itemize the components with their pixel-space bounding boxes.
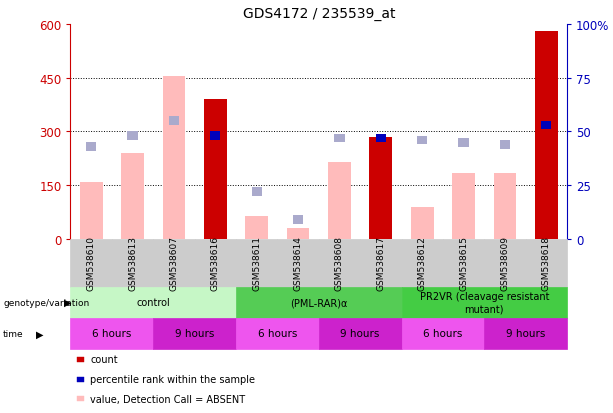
Text: time: time — [3, 329, 24, 338]
Bar — [541, 121, 552, 130]
Text: GSM538608: GSM538608 — [335, 236, 344, 291]
Bar — [459, 139, 469, 147]
Bar — [210, 132, 221, 141]
Bar — [80, 182, 102, 240]
Bar — [293, 216, 303, 225]
Bar — [452, 173, 475, 240]
Bar — [500, 141, 510, 150]
Text: ▶: ▶ — [36, 328, 43, 339]
Text: control: control — [136, 297, 170, 308]
Bar — [86, 143, 96, 152]
Bar — [370, 138, 392, 240]
Text: GSM538607: GSM538607 — [169, 236, 178, 291]
Text: GSM538616: GSM538616 — [211, 236, 220, 291]
Text: GSM538609: GSM538609 — [500, 236, 509, 291]
Bar — [417, 136, 427, 145]
Text: (PML-RAR)α: (PML-RAR)α — [290, 297, 348, 308]
Bar — [411, 207, 433, 240]
Bar — [287, 229, 310, 240]
Text: GSM538613: GSM538613 — [128, 236, 137, 291]
Text: GSM538614: GSM538614 — [294, 236, 303, 291]
Text: GSM538612: GSM538612 — [417, 236, 427, 291]
Text: PR2VR (cleavage resistant
mutant): PR2VR (cleavage resistant mutant) — [419, 292, 549, 313]
Text: 6 hours: 6 hours — [92, 328, 132, 339]
Text: genotype/variation: genotype/variation — [3, 298, 89, 307]
Text: ▶: ▶ — [64, 297, 72, 308]
Text: GSM538610: GSM538610 — [86, 236, 96, 291]
Text: count: count — [90, 354, 118, 364]
Text: GSM538611: GSM538611 — [252, 236, 261, 291]
Bar — [334, 134, 345, 143]
Text: 6 hours: 6 hours — [257, 328, 297, 339]
Text: value, Detection Call = ABSENT: value, Detection Call = ABSENT — [90, 394, 245, 404]
Bar — [128, 132, 138, 141]
Bar — [121, 154, 144, 240]
Bar — [493, 173, 516, 240]
Bar — [251, 188, 262, 197]
Bar — [162, 77, 185, 240]
Text: percentile rank within the sample: percentile rank within the sample — [90, 374, 255, 384]
Bar — [169, 117, 179, 126]
Text: GSM538617: GSM538617 — [376, 236, 386, 291]
Text: 9 hours: 9 hours — [175, 328, 215, 339]
Text: GSM538615: GSM538615 — [459, 236, 468, 291]
Bar — [328, 163, 351, 240]
Text: 9 hours: 9 hours — [506, 328, 546, 339]
Bar — [204, 100, 227, 240]
Text: GSM538618: GSM538618 — [542, 236, 551, 291]
Bar — [376, 134, 386, 143]
Bar — [535, 32, 558, 240]
Title: GDS4172 / 235539_at: GDS4172 / 235539_at — [243, 7, 395, 21]
Bar — [245, 216, 268, 240]
Text: 6 hours: 6 hours — [423, 328, 463, 339]
Text: 9 hours: 9 hours — [340, 328, 380, 339]
